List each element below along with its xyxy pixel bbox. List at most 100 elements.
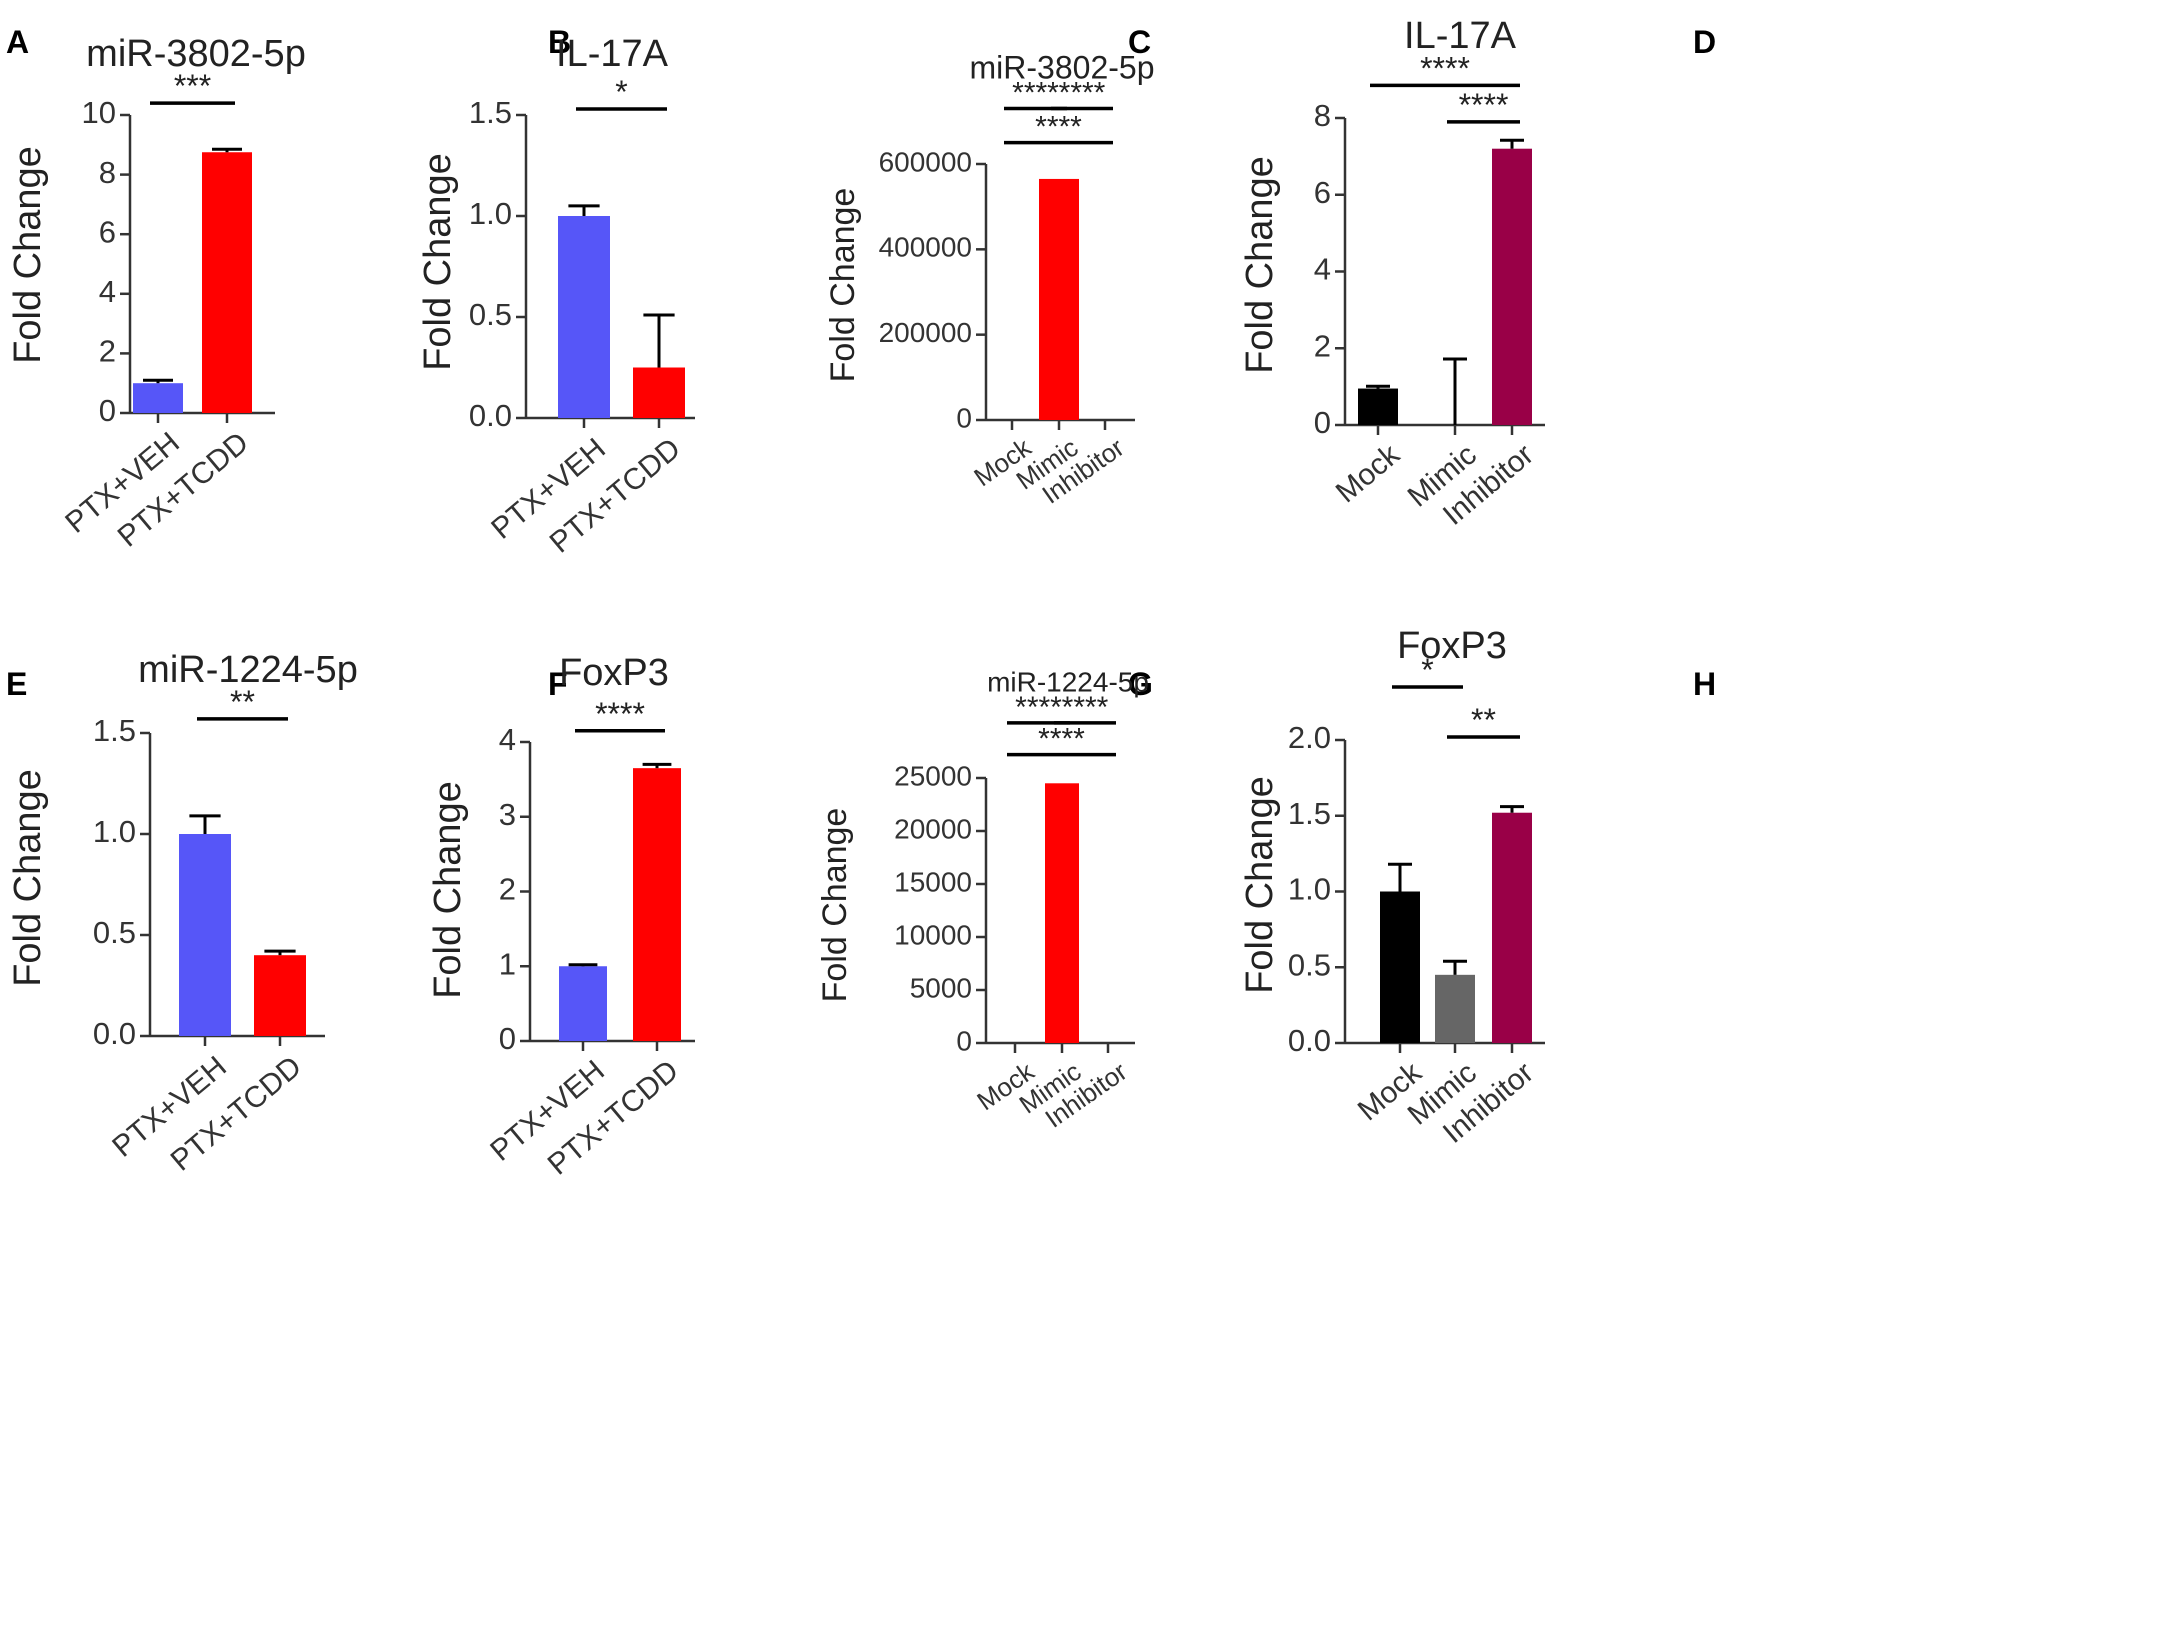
y-tick-label: 200000 xyxy=(879,317,972,348)
bar-ptx-tcdd xyxy=(202,152,252,413)
y-tick-label: 0 xyxy=(99,393,116,428)
significance-label: **** xyxy=(1012,77,1059,110)
significance-label: ** xyxy=(230,684,255,720)
y-tick-label: 1.0 xyxy=(93,814,136,849)
panel-label: B xyxy=(548,24,571,60)
y-tick-label: 4 xyxy=(1314,252,1331,287)
y-axis-label: Fold Change xyxy=(824,188,862,383)
y-axis-label: Fold Change xyxy=(427,781,469,999)
y-tick-label: 4 xyxy=(499,722,516,757)
bar-mimic xyxy=(1435,974,1475,1043)
y-tick-label: 0.5 xyxy=(93,915,136,950)
panel-label: D xyxy=(1693,24,1716,60)
bar-ptx-tcdd xyxy=(254,955,306,1036)
bar-inhibitor xyxy=(1492,148,1532,425)
y-axis-label: Fold Change xyxy=(1239,776,1281,994)
chart-title: miR-3802-5p xyxy=(970,49,1155,85)
bar-ptx-tcdd xyxy=(633,367,685,418)
y-axis-label: Fold Change xyxy=(7,769,49,987)
y-tick-label: 2 xyxy=(499,872,516,907)
chart-title: miR-1224-5p xyxy=(987,666,1149,697)
y-tick-label: 0 xyxy=(499,1021,516,1056)
chart-title: miR-3802-5p xyxy=(86,33,306,75)
y-tick-label: 2.0 xyxy=(1288,720,1331,755)
y-tick-label: 1.0 xyxy=(1288,872,1331,907)
chart-title: IL-17A xyxy=(1404,15,1517,57)
y-tick-label: 8 xyxy=(1314,98,1331,133)
significance-label: **** xyxy=(1038,723,1085,756)
panel-label: F xyxy=(548,666,568,702)
y-tick-label: 0 xyxy=(956,402,972,433)
significance-label: *** xyxy=(174,68,211,104)
y-tick-label: 0.0 xyxy=(93,1016,136,1051)
y-tick-label: 1.5 xyxy=(93,713,136,748)
y-tick-label: 6 xyxy=(1314,175,1331,210)
y-tick-label: 1.0 xyxy=(469,196,512,231)
y-tick-label: 1.5 xyxy=(1288,796,1331,831)
y-tick-label: 0 xyxy=(956,1025,972,1056)
chart-title: FoxP3 xyxy=(559,652,669,694)
significance-label: * xyxy=(615,74,627,110)
y-tick-label: 400000 xyxy=(879,232,972,263)
bar-mock xyxy=(1380,891,1420,1043)
significance-label: ** xyxy=(1471,702,1496,738)
y-tick-label: 4 xyxy=(99,274,116,309)
y-tick-label: 25000 xyxy=(894,760,972,791)
y-tick-label: 20000 xyxy=(894,813,972,844)
chart-title: IL-17A xyxy=(556,33,669,75)
chart-title: miR-1224-5p xyxy=(138,649,358,691)
y-tick-label: 0 xyxy=(1314,405,1331,440)
bar-mock xyxy=(1358,388,1398,425)
y-axis-label: Fold Change xyxy=(417,153,459,371)
significance-label: **** xyxy=(1459,87,1509,123)
bar-mimic xyxy=(1039,178,1079,420)
y-tick-label: 10000 xyxy=(894,919,972,950)
y-tick-label: 1.5 xyxy=(469,95,512,130)
significance-label: **** xyxy=(1059,77,1106,110)
y-tick-label: 0.0 xyxy=(469,398,512,433)
y-tick-label: 10 xyxy=(82,95,116,130)
significance-label: **** xyxy=(1062,691,1109,724)
bar-ptx-tcdd xyxy=(633,768,681,1041)
bar-ptx-veh xyxy=(558,216,610,418)
panel-label: A xyxy=(6,24,29,60)
significance-label: **** xyxy=(1420,50,1470,86)
y-tick-label: 0.5 xyxy=(1288,947,1331,982)
y-tick-label: 8 xyxy=(99,155,116,190)
y-tick-label: 0.0 xyxy=(1288,1023,1331,1058)
y-axis-label: Fold Change xyxy=(816,808,854,1003)
panel-label: C xyxy=(1128,24,1151,60)
bar-inhibitor xyxy=(1492,812,1532,1043)
y-axis-label: Fold Change xyxy=(7,146,49,364)
y-tick-label: 6 xyxy=(99,214,116,249)
chart-title: FoxP3 xyxy=(1397,625,1507,667)
x-tick-label: Mock xyxy=(1330,437,1407,509)
y-tick-label: 0.5 xyxy=(469,297,512,332)
significance-label: **** xyxy=(1015,691,1062,724)
panel-label: H xyxy=(1693,666,1716,702)
panel-label: E xyxy=(6,666,27,702)
y-axis-label: Fold Change xyxy=(1239,156,1281,374)
y-tick-label: 3 xyxy=(499,797,516,832)
significance-label: * xyxy=(1421,652,1433,688)
y-tick-label: 1 xyxy=(499,946,516,981)
bar-ptx-veh xyxy=(559,966,607,1041)
bar-ptx-veh xyxy=(179,834,231,1036)
panel-label: G xyxy=(1128,666,1153,702)
y-tick-label: 15000 xyxy=(894,866,972,897)
bar-mimic xyxy=(1045,783,1079,1043)
y-tick-label: 5000 xyxy=(910,972,972,1003)
significance-label: **** xyxy=(595,696,645,732)
bar-ptx-veh xyxy=(133,383,183,413)
y-tick-label: 2 xyxy=(99,334,116,369)
y-tick-label: 2 xyxy=(1314,328,1331,363)
y-tick-label: 600000 xyxy=(879,146,972,177)
